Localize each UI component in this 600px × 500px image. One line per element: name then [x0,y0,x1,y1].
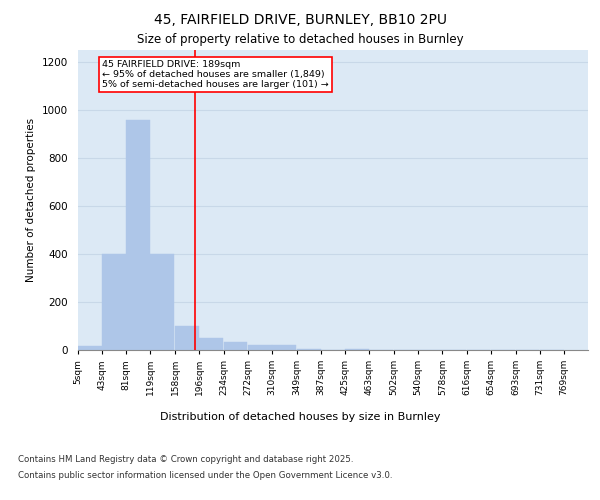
Bar [297,349,320,350]
Text: Contains public sector information licensed under the Open Government Licence v3: Contains public sector information licen… [18,470,392,480]
Bar [199,338,223,350]
Bar [78,346,102,350]
Bar [175,326,199,350]
Bar [345,349,369,350]
Text: Contains HM Land Registry data © Crown copyright and database right 2025.: Contains HM Land Registry data © Crown c… [18,456,353,464]
Text: Size of property relative to detached houses in Burnley: Size of property relative to detached ho… [137,32,463,46]
Y-axis label: Number of detached properties: Number of detached properties [26,118,37,282]
Text: 45 FAIRFIELD DRIVE: 189sqm
← 95% of detached houses are smaller (1,849)
5% of se: 45 FAIRFIELD DRIVE: 189sqm ← 95% of deta… [102,60,329,90]
Bar [102,254,126,350]
Bar [224,342,247,350]
Bar [248,345,272,350]
Bar [151,254,175,350]
Bar [272,345,296,350]
Text: Distribution of detached houses by size in Burnley: Distribution of detached houses by size … [160,412,440,422]
Bar [127,120,150,350]
Text: 45, FAIRFIELD DRIVE, BURNLEY, BB10 2PU: 45, FAIRFIELD DRIVE, BURNLEY, BB10 2PU [154,12,446,26]
